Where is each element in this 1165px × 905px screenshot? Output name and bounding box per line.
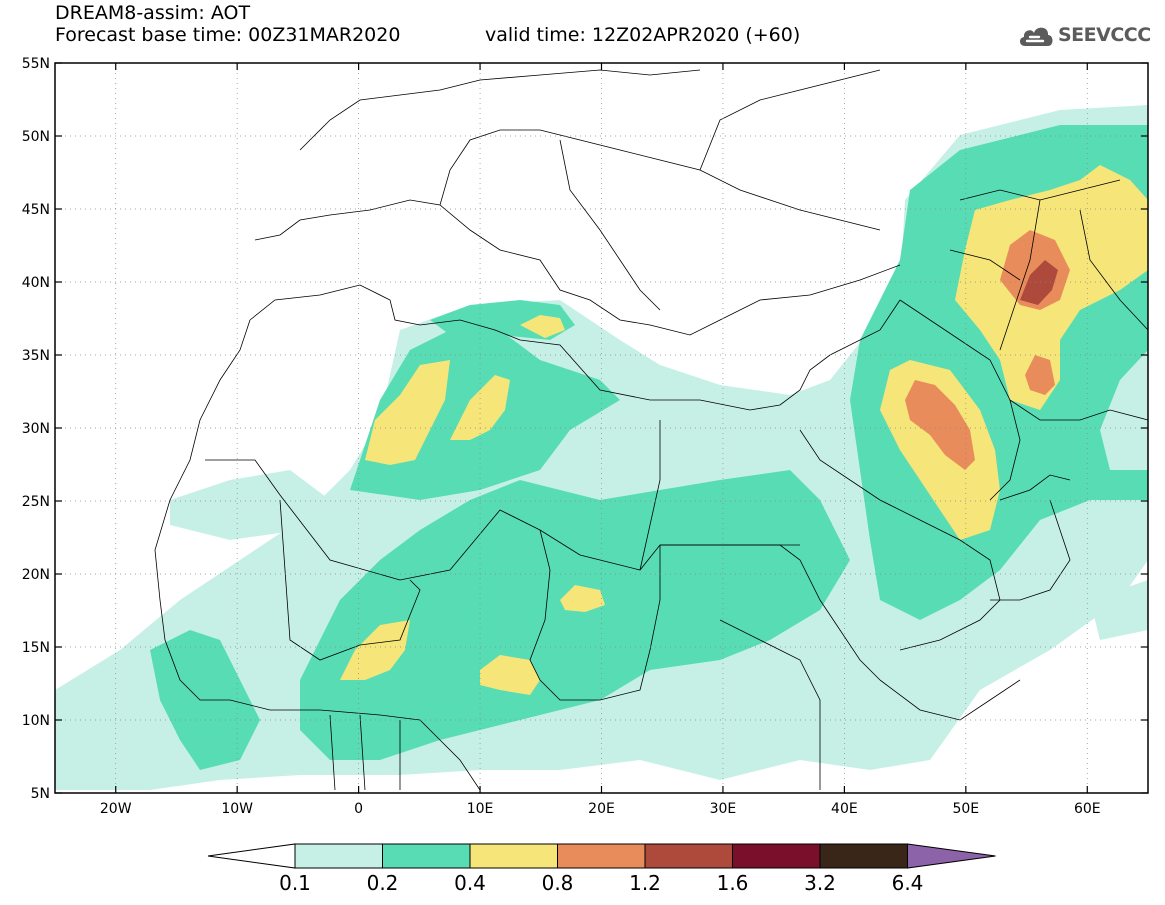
lat-label: 45N [22,202,50,218]
valid-time: valid time: 12Z02APR2020 (+60) [485,24,801,46]
lat-label: 25N [22,494,50,510]
lat-label: 40N [22,275,50,291]
aot-level-1-2 [1020,260,1058,305]
colorbar-segment [732,843,821,869]
forecast-base-time: Forecast base time: 00Z31MAR2020 [55,24,401,46]
aot-level-0-1 [55,105,1148,790]
colorbar-over-arrow [907,843,996,869]
lat-label: 10N [22,713,50,729]
colorbar-segment [819,843,908,869]
colorbar-label: 1.2 [629,871,661,895]
lon-label: 10W [221,801,253,817]
colorbar-label: 0.1 [279,871,311,895]
colorbar: 0.1 0.2 0.4 0.8 1.2 1.6 3.2 6.4 [207,843,996,895]
seevccc-logo: SEEVCCC [1017,22,1151,48]
lat-label: 55N [22,56,50,72]
colorbar-under-arrow [207,843,296,869]
aot-field [55,105,1148,790]
cloud-icon [1019,27,1053,46]
logo-text: SEEVCCC [1058,24,1151,46]
colorbar-label: 0.4 [454,871,486,895]
borders [154,69,1148,791]
lat-label: 20N [22,567,50,583]
lon-label: 60E [1074,801,1101,817]
latitude-axis: 55N 50N 45N 40N 35N 30N 25N 20N 15N 10N 5N [22,56,1148,802]
colorbar-segment [294,843,383,869]
lat-label: 35N [22,348,50,364]
lon-label: 0 [354,801,363,817]
lat-label: 15N [22,640,50,656]
lon-label: 30E [710,801,737,817]
colorbar-label: 1.6 [717,871,749,895]
lon-label: 20W [100,801,132,817]
colorbar-label: 0.2 [367,871,399,895]
colorbar-segment [644,843,733,869]
lon-label: 10E [467,801,494,817]
lat-label: 50N [22,129,50,145]
longitude-axis: 20W 10W 0 10E 20E 30E 40E 50E 60E [100,63,1101,817]
lon-label: 40E [831,801,858,817]
colorbar-segment [557,843,646,869]
lat-label: 30N [22,421,50,437]
colorbar-label: 6.4 [892,871,924,895]
colorbar-segment [469,843,558,869]
colorbar-segment [382,843,471,869]
colorbar-label: 3.2 [804,871,836,895]
map-title: DREAM8-assim: AOT [55,2,251,24]
lon-label: 20E [588,801,615,817]
lat-label: 5N [31,786,50,802]
lon-label: 50E [952,801,979,817]
colorbar-label: 0.8 [542,871,574,895]
graticule [55,63,1148,793]
